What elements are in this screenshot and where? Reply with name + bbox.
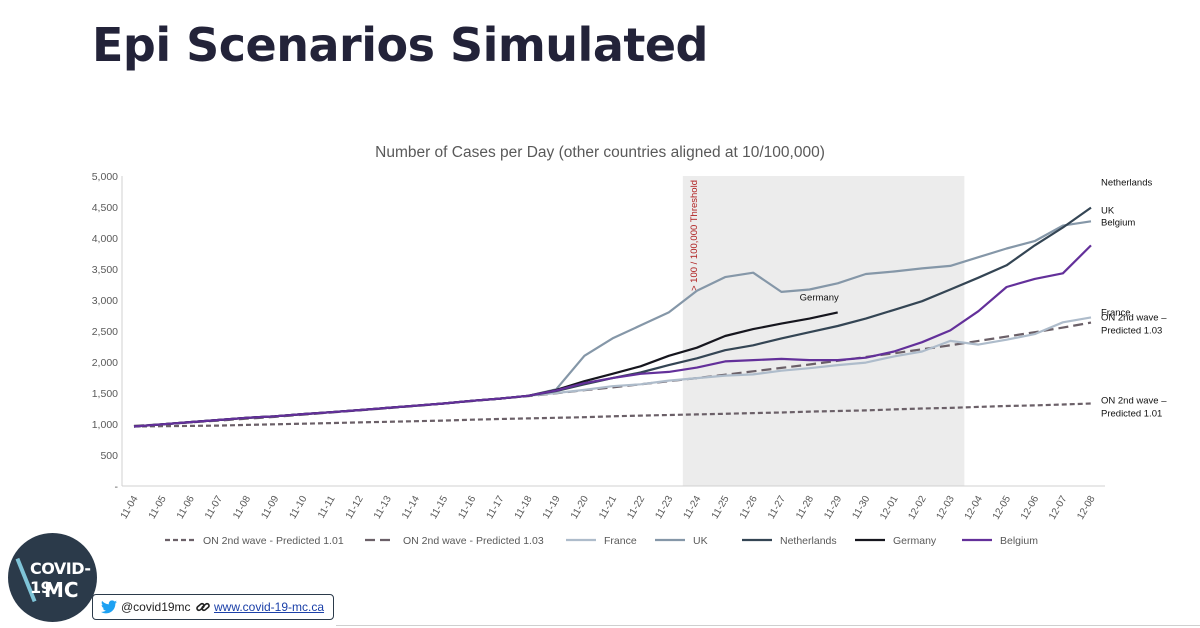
legend-item-on-2nd-wave-predicted-1-01: ON 2nd wave - Predicted 1.01 — [165, 535, 344, 547]
x-tick-label: 11-23 — [653, 494, 675, 521]
end-label-belgium: Belgium — [1101, 217, 1135, 228]
x-tick-label: 11-18 — [513, 494, 535, 521]
legend-label: Germany — [893, 535, 937, 547]
x-tick-label: 11-21 — [597, 494, 619, 521]
x-tick-label: 11-24 — [682, 494, 704, 521]
end-label-on-2nd-wave-predicted-1-01: ON 2nd wave – Predicted 1.01 — [1101, 396, 1167, 420]
y-tick-label: 4,000 — [92, 233, 118, 245]
page-title: Epi Scenarios Simulated — [92, 18, 708, 72]
y-tick-label: 4,500 — [92, 202, 118, 214]
legend-label: ON 2nd wave - Predicted 1.01 — [203, 535, 344, 547]
end-label-france: France — [1101, 307, 1131, 318]
link-icon — [195, 599, 211, 618]
legend-item-belgium: Belgium — [962, 535, 1038, 547]
x-tick-label: 11-30 — [850, 494, 872, 521]
x-tick-label: 11-26 — [738, 494, 760, 521]
website-link[interactable]: www.covid-19-mc.ca — [214, 600, 325, 614]
logo-text-mc: MC — [44, 578, 79, 602]
x-tick-label: 11-25 — [710, 494, 732, 521]
legend-label: Belgium — [1000, 535, 1038, 547]
x-tick-label: 12-01 — [878, 494, 901, 522]
x-tick-label: 11-29 — [822, 494, 844, 521]
y-tick-label: 2,500 — [92, 326, 118, 338]
x-tick-label: 11-12 — [344, 494, 366, 521]
x-tick-label: 11-20 — [569, 494, 591, 521]
x-tick-label: 12-03 — [935, 494, 958, 522]
x-tick-label: 12-05 — [991, 494, 1014, 522]
legend-item-uk: UK — [655, 535, 708, 547]
y-tick-label: 1,500 — [92, 388, 118, 400]
threshold-label: > 100 / 100,000 Threshold — [689, 180, 700, 291]
x-tick-label: 11-22 — [625, 494, 647, 521]
threshold-shaded-region — [682, 176, 965, 486]
social-links-box: @covid19mc www.covid-19-mc.ca — [92, 594, 334, 620]
twitter-bird-icon — [101, 600, 117, 617]
legend-item-germany: Germany — [855, 535, 937, 547]
twitter-handle[interactable]: @covid19mc — [121, 600, 191, 614]
x-tick-label: 11-05 — [147, 494, 169, 521]
y-tick-label: 5,000 — [92, 171, 118, 183]
y-tick-label: - — [115, 481, 119, 493]
x-tick-label: 11-16 — [456, 494, 478, 521]
legend-label: ON 2nd wave - Predicted 1.03 — [403, 535, 544, 547]
legend-item-netherlands: Netherlands — [742, 535, 837, 547]
x-tick-label: 11-04 — [119, 494, 141, 521]
x-tick-label: 12-08 — [1075, 494, 1098, 522]
x-tick-label: 11-14 — [400, 494, 422, 521]
end-label-uk: UK — [1101, 205, 1115, 216]
x-tick-label: 11-07 — [203, 494, 225, 521]
legend-label: UK — [693, 535, 708, 547]
x-tick-label: 11-17 — [485, 494, 507, 521]
y-tick-label: 3,000 — [92, 295, 118, 307]
x-tick-label: 11-28 — [794, 494, 816, 521]
x-tick-label: 11-15 — [428, 494, 450, 521]
end-label-netherlands: Netherlands — [1101, 178, 1152, 189]
end-label-on-2nd-wave-predicted-1-03: ON 2nd wave – Predicted 1.03 — [1101, 313, 1167, 337]
x-tick-label: 11-19 — [541, 494, 563, 521]
logo-text-covid19: COVID-19 — [30, 559, 91, 597]
covid19mc-logo: COVID-19 MC — [8, 533, 97, 622]
legend-label: Netherlands — [780, 535, 837, 547]
y-tick-label: 2,000 — [92, 357, 118, 369]
legend-label: France — [604, 535, 637, 547]
x-tick-label: 11-11 — [316, 494, 338, 521]
x-tick-label: 11-13 — [372, 494, 394, 521]
series-line-belgium — [133, 244, 1092, 428]
y-tick-label: 3,500 — [92, 264, 118, 276]
chart-title: Number of Cases per Day (other countries… — [375, 144, 825, 161]
end-label-germany: Germany — [800, 292, 839, 303]
legend-item-on-2nd-wave-predicted-1-03: ON 2nd wave - Predicted 1.03 — [365, 535, 544, 547]
footer-divider — [336, 625, 1200, 626]
legend-item-france: France — [566, 535, 637, 547]
x-tick-label: 11-27 — [766, 494, 788, 521]
x-tick-label: 12-06 — [1019, 494, 1042, 522]
x-tick-label: 12-02 — [906, 494, 929, 522]
y-tick-label: 500 — [100, 450, 118, 462]
x-tick-label: 11-09 — [259, 494, 281, 521]
y-tick-label: 1,000 — [92, 419, 118, 431]
cases-per-day-chart: Number of Cases per Day (other countries… — [92, 144, 1167, 547]
x-tick-label: 11-10 — [288, 494, 310, 521]
x-tick-label: 12-07 — [1047, 494, 1070, 522]
x-tick-label: 12-04 — [963, 494, 986, 522]
x-tick-label: 11-08 — [231, 494, 253, 521]
x-tick-label: 11-06 — [175, 494, 197, 521]
